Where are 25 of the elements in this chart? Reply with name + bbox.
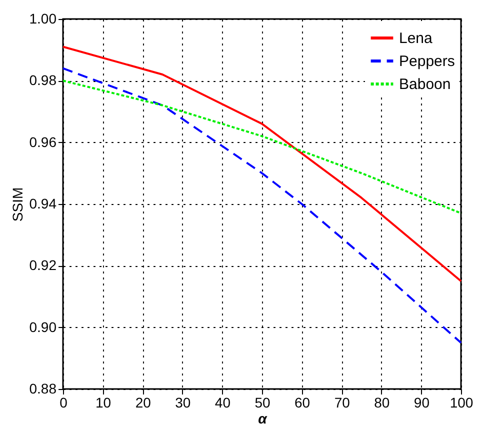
- y-tick-label: 0.88: [29, 380, 57, 396]
- legend-label: Lena: [399, 30, 434, 47]
- x-tick-label: 10: [96, 394, 112, 410]
- x-tick-label: 60: [294, 394, 310, 410]
- line-series: [62, 46, 462, 282]
- x-tick-label: 20: [135, 394, 152, 410]
- y-axis-title: SSIM: [9, 187, 26, 222]
- y-tick-label: 0.92: [29, 257, 57, 274]
- x-tick-label: 100: [450, 394, 474, 410]
- x-tick-label: 30: [175, 394, 191, 410]
- y-tick-label: 0.94: [29, 196, 57, 212]
- x-tick-label: 90: [414, 394, 430, 410]
- y-tick-label: 0.96: [29, 134, 57, 150]
- y-tick-label: 1.00: [29, 10, 57, 26]
- x-tick-label: 50: [254, 394, 270, 410]
- y-tick-label: 0.90: [29, 318, 57, 335]
- x-tick-label: 0: [60, 394, 68, 410]
- legend-label: Baboon: [399, 76, 451, 93]
- legend-label: Peppers: [399, 53, 455, 70]
- line-series: [62, 80, 462, 214]
- y-tick-label: 0.98: [29, 72, 57, 88]
- x-tick-label: 80: [374, 394, 390, 410]
- x-tick-label: 40: [214, 394, 231, 410]
- x-axis-title: α: [258, 410, 268, 426]
- x-tick-label: 70: [334, 394, 350, 410]
